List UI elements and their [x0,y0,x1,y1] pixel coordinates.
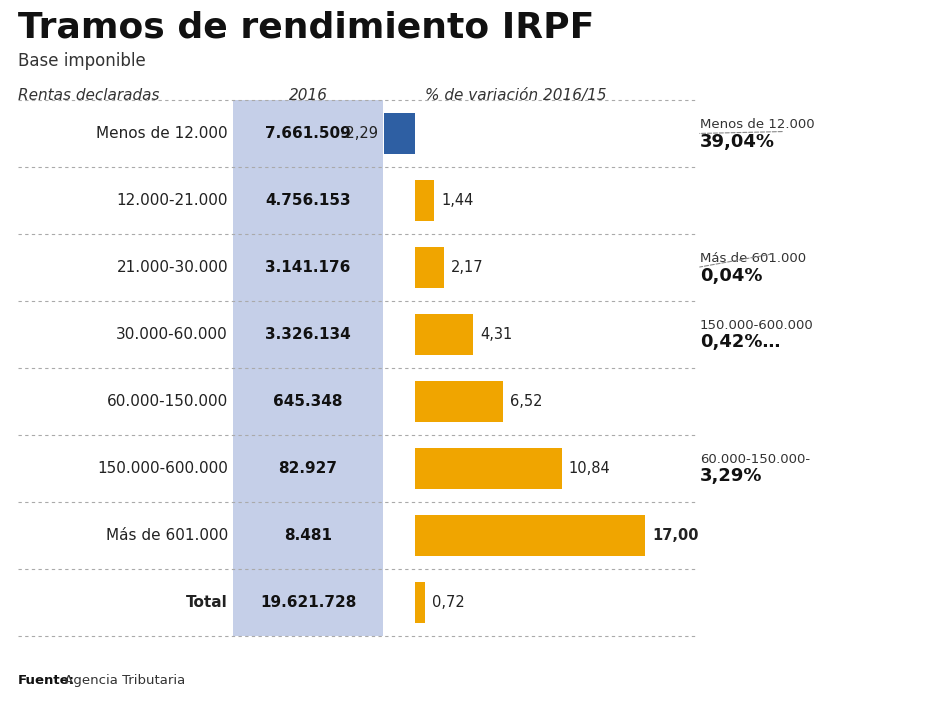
Text: 60.000-150.000-: 60.000-150.000- [700,453,810,466]
Text: 60.000-150.000: 60.000-150.000 [107,394,228,409]
Text: 12.000-21.000: 12.000-21.000 [117,193,228,208]
Text: Más de 601.000: Más de 601.000 [700,252,807,265]
Bar [415,180,434,221]
Bar [415,314,474,355]
Text: 82.927: 82.927 [278,461,337,476]
Text: Fuente:: Fuente: [18,674,75,687]
Text: Total: Total [186,595,228,610]
Text: 150.000-600.000: 150.000-600.000 [97,461,228,476]
Bar [233,100,383,636]
Text: 21.000-30.000: 21.000-30.000 [117,260,228,275]
Text: 3.326.134: 3.326.134 [265,327,351,342]
Text: % de variación 2016/15: % de variación 2016/15 [425,88,606,103]
Text: 1,44: 1,44 [442,193,474,208]
Bar [415,515,645,556]
Text: 4,31: 4,31 [480,327,512,342]
Bar [415,381,503,422]
Text: 3,29%: 3,29% [700,467,762,486]
Text: 645.348: 645.348 [274,394,343,409]
Text: Más de 601.000: Más de 601.000 [105,528,228,543]
Text: 39,04%: 39,04% [700,133,775,150]
Text: 3.141.176: 3.141.176 [265,260,351,275]
Text: 0,04%: 0,04% [700,266,762,285]
Text: Base imponible: Base imponible [18,52,146,70]
Text: Menos de 12.000: Menos de 12.000 [97,126,228,141]
Bar [415,582,425,623]
Text: Tramos de rendimiento IRPF: Tramos de rendimiento IRPF [18,10,594,44]
Text: 2016: 2016 [289,88,327,103]
Text: Rentas declaradas: Rentas declaradas [18,88,160,103]
Text: 19.621.728: 19.621.728 [259,595,356,610]
Text: 7.661.509: 7.661.509 [265,126,351,141]
Text: 6,52: 6,52 [510,394,542,409]
Text: Agencia Tributaria: Agencia Tributaria [60,674,185,687]
Text: Menos de 12.000: Menos de 12.000 [700,118,815,131]
Text: -2,29: -2,29 [340,126,378,141]
Text: 4.756.153: 4.756.153 [265,193,351,208]
Text: 0,42%…: 0,42%… [700,333,780,352]
Text: 150.000-600.000: 150.000-600.000 [700,319,814,332]
Bar [415,247,445,288]
Text: 30.000-60.000: 30.000-60.000 [117,327,228,342]
Bar [384,113,415,154]
Text: 8.481: 8.481 [284,528,332,543]
Bar [415,448,562,489]
Text: 10,84: 10,84 [569,461,610,476]
Text: 0,72: 0,72 [431,595,464,610]
Text: 17,00: 17,00 [652,528,698,543]
Text: 2,17: 2,17 [451,260,484,275]
